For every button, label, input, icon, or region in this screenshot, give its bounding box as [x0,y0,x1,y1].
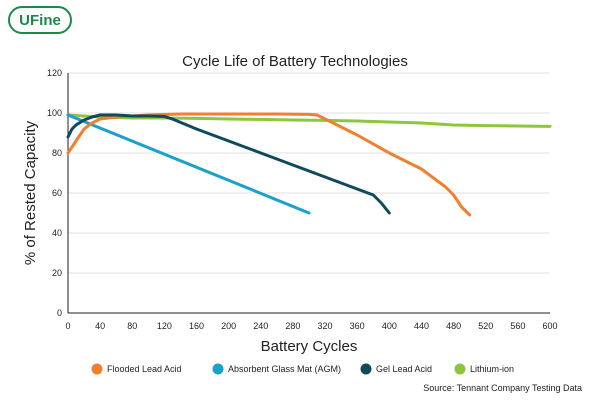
y-tick-label: 80 [52,148,62,158]
x-tick-label: 600 [542,321,557,331]
x-tick-label: 560 [510,321,525,331]
legend-label: Absorbent Glass Mat (AGM) [228,364,341,374]
y-tick-label: 120 [47,68,62,78]
brand-logo: UFine [8,6,72,34]
y-tick-label: 20 [52,268,62,278]
legend-swatch [212,363,224,375]
brand-logo-text: UFine [19,11,61,29]
x-tick-label: 440 [414,321,429,331]
x-tick-label: 0 [65,321,70,331]
x-tick-label: 520 [478,321,493,331]
series-line-gel-lead-acid [66,113,391,215]
x-tick-label: 400 [382,321,397,331]
series-line-absorbent-glass-mat-agm [66,113,311,215]
axes [67,73,550,314]
legend-swatch [454,363,466,375]
legend-label: Gel Lead Acid [376,364,432,374]
y-tick-label: 0 [57,308,62,318]
legend-label: Flooded Lead Acid [107,364,182,374]
source-note: Source: Tennant Company Testing Data [423,383,582,393]
legend: Flooded Lead Acid Absorbent Glass Mat (AG… [91,363,514,375]
x-tick-label: 240 [253,321,268,331]
legend-label: Lithium-ion [470,364,514,374]
x-axis-label: Battery Cycles [261,338,358,355]
x-tick-label: 280 [285,321,300,331]
y-tick-label: 40 [52,228,62,238]
x-tick-label: 200 [221,321,236,331]
x-tick-label: 480 [446,321,461,331]
chart-title: Cycle Life of Battery Technologies [182,53,408,70]
series-line-lithium-ion [66,113,552,128]
y-tick-label: 100 [47,108,62,118]
x-tick-label: 80 [127,321,137,331]
y-tick-label: 60 [52,188,62,198]
tick-labels: 0 20 40 60 80 100 120 0 40 80 120 160 200 240 280 320 36… [47,68,558,331]
series-line-flooded-lead-acid [66,112,472,217]
legend-swatch [91,363,103,375]
x-tick-label: 360 [350,321,365,331]
legend-swatch [360,363,372,375]
x-tick-label: 120 [157,321,172,331]
x-tick-label: 40 [95,321,105,331]
y-axis-label: % of Rested Capacity [22,120,39,265]
series-lines [66,112,552,217]
x-tick-label: 320 [318,321,333,331]
grid [68,72,550,314]
x-tick-label: 160 [189,321,204,331]
